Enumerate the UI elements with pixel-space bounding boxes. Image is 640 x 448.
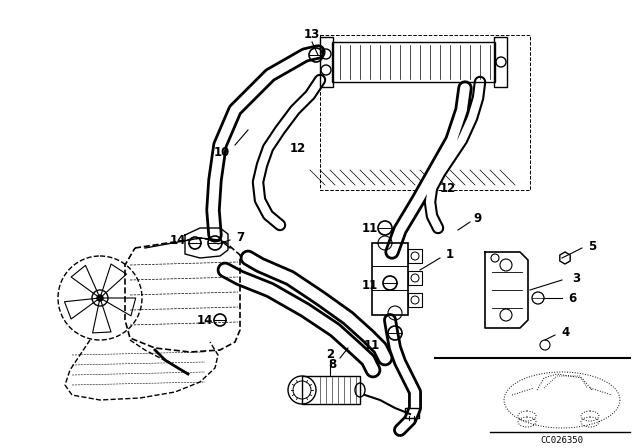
- Bar: [405, 408, 419, 418]
- Text: 8: 8: [328, 358, 336, 370]
- Bar: [320, 37, 333, 87]
- Bar: [408, 271, 422, 285]
- Text: 9: 9: [474, 211, 482, 224]
- Bar: [372, 243, 408, 315]
- Text: 3: 3: [572, 271, 580, 284]
- Text: 5: 5: [588, 240, 596, 253]
- Bar: [494, 37, 507, 87]
- Text: 11: 11: [362, 221, 378, 234]
- Text: 12: 12: [440, 181, 456, 194]
- Bar: [302, 376, 360, 404]
- Text: 4: 4: [562, 326, 570, 339]
- Text: 12: 12: [290, 142, 306, 155]
- Text: 6: 6: [568, 292, 576, 305]
- Text: 1: 1: [446, 247, 454, 260]
- Text: CC026350: CC026350: [541, 435, 584, 444]
- Circle shape: [97, 295, 103, 301]
- Text: 14: 14: [197, 314, 213, 327]
- Text: 7: 7: [236, 231, 244, 244]
- Text: 11: 11: [364, 339, 380, 352]
- Bar: [332, 42, 495, 82]
- Bar: [408, 249, 422, 263]
- Text: 13: 13: [304, 27, 320, 40]
- Text: 11: 11: [362, 279, 378, 292]
- Text: 2: 2: [326, 348, 334, 361]
- Bar: [408, 293, 422, 307]
- Text: 10: 10: [214, 146, 230, 159]
- Text: 14: 14: [170, 233, 186, 246]
